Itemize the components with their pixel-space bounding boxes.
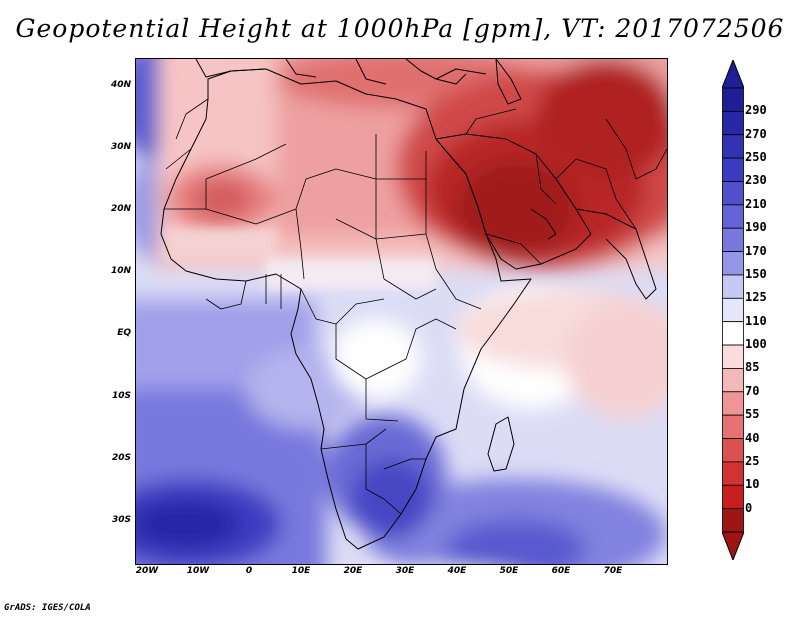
- lon-label-0: 0: [245, 566, 253, 576]
- lat-label-10n: 10N: [110, 266, 131, 276]
- lon-label-50e: 50E: [499, 566, 519, 576]
- lat-label-30n: 30N: [110, 142, 131, 152]
- colorbar-bottom-arrow: [722, 531, 744, 560]
- colorbar-swatch: [722, 297, 744, 323]
- colorbar-level-label: 40: [745, 430, 760, 445]
- lon-label-20e: 20E: [343, 566, 363, 576]
- colorbar-swatch: [722, 508, 744, 533]
- colorbar-swatch: [722, 368, 744, 393]
- colorbar-swatch: [722, 484, 744, 510]
- lon-label-10w: 10W: [186, 566, 210, 576]
- colorbar-level-label: 170: [745, 243, 767, 258]
- colorbar-swatch: [722, 157, 744, 182]
- colorbar-swatch: [722, 391, 744, 416]
- colorbar-swatch: [722, 414, 744, 439]
- chart-title: Geopotential Height at 1000hPa [gpm], VT…: [15, 14, 785, 43]
- lon-label-30e: 30E: [395, 566, 415, 576]
- colorbar-level-label: 125: [745, 290, 767, 305]
- colorbar-level-label: 150: [745, 266, 767, 281]
- colorbar-swatch: [722, 110, 744, 136]
- colorbar-swatch: [722, 344, 744, 369]
- colorbar-level-label: 110: [745, 313, 767, 328]
- lon-label-60e: 60E: [551, 566, 571, 576]
- lat-label-eq: EQ: [117, 328, 131, 338]
- colorbar-level-label: 210: [745, 196, 767, 211]
- colorbar-level-label: 290: [745, 103, 767, 118]
- geopotential-field: [136, 59, 667, 564]
- lat-label-20n: 20N: [110, 204, 131, 214]
- lon-label-40e: 40E: [447, 566, 467, 576]
- colorbar-level-label: 10: [745, 477, 760, 492]
- colorbar-level-label: 70: [745, 383, 760, 398]
- colorbar-top-arrow: [722, 60, 744, 89]
- lat-label-20s: 20S: [111, 453, 131, 463]
- colorbar-level-label: 250: [745, 150, 767, 165]
- credit-text: GrADS: IGES/COLA: [4, 603, 91, 613]
- colorbar-swatch: [722, 461, 744, 486]
- colorbar-level-label: 270: [745, 126, 767, 141]
- colorbar: [722, 60, 744, 560]
- colorbar-level-label: 25: [745, 453, 760, 468]
- colorbar-swatch: [722, 227, 744, 252]
- colorbar-swatch: [722, 134, 744, 159]
- lat-label-10s: 10S: [111, 391, 131, 401]
- colorbar-level-label: 0: [745, 500, 753, 515]
- colorbar-swatch: [722, 251, 744, 276]
- colorbar-swatch: [722, 204, 744, 229]
- colorbar-swatch: [722, 274, 744, 299]
- colorbar-swatch: [722, 438, 744, 463]
- lat-label-30s: 30S: [111, 515, 131, 525]
- colorbar-level-label: 55: [745, 407, 760, 422]
- lon-label-70e: 70E: [603, 566, 623, 576]
- colorbar-swatch: [722, 181, 744, 206]
- colorbar-level-label: 85: [745, 360, 760, 375]
- colorbar-level-label: 230: [745, 173, 767, 188]
- colorbar-level-label: 190: [745, 220, 767, 235]
- colorbar-swatch: [722, 87, 744, 112]
- lat-label-40n: 40N: [110, 80, 131, 90]
- colorbar-swatch: [722, 321, 744, 346]
- lon-label-20w: 20W: [135, 566, 159, 576]
- lon-label-10e: 10E: [291, 566, 311, 576]
- colorbar-level-label: 100: [745, 337, 767, 352]
- map-panel: [135, 58, 668, 565]
